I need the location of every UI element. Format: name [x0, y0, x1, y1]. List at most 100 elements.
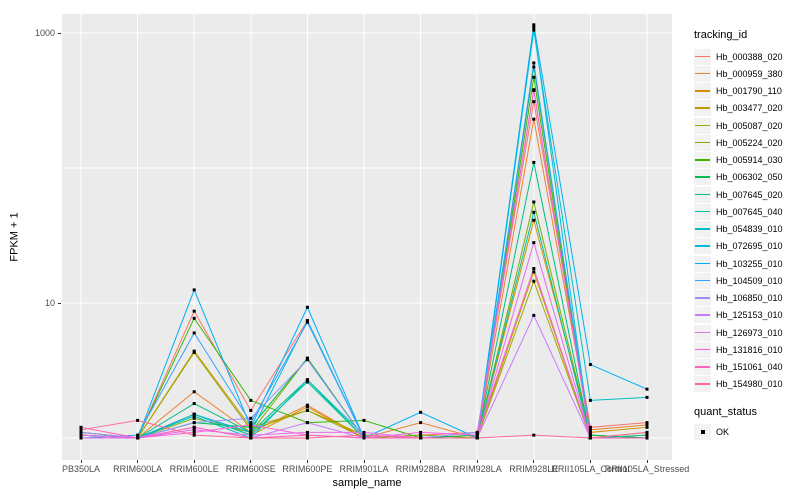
color-line-icon: [695, 55, 710, 58]
data-point: [249, 425, 253, 429]
x-tick-label: RRIM600PE: [282, 464, 333, 474]
data-point: [305, 320, 309, 324]
color-line-icon: [695, 176, 710, 178]
data-point: [475, 436, 479, 440]
data-point: [532, 75, 536, 79]
y-axis-title: FPKM + 1: [9, 212, 21, 262]
x-tick-mark: [533, 460, 535, 463]
data-point: [532, 61, 536, 65]
legend-item-Hb_072695_010: Hb_072695_010: [694, 238, 798, 255]
data-point: [588, 398, 592, 402]
legend-item-Hb_054839_010: Hb_054839_010: [694, 221, 798, 238]
line-color-key: [694, 324, 711, 341]
legend-item-ok: OK: [694, 423, 798, 440]
data-point: [305, 403, 309, 407]
line-color-key: [694, 48, 711, 65]
x-tick-mark: [306, 460, 308, 463]
legend-item-label: Hb_000388_020: [716, 51, 783, 62]
y-tick-label: 10: [44, 297, 55, 308]
legend-items: Hb_000388_020 Hb_000959_380 Hb_001790_110 H…: [694, 48, 798, 393]
data-point: [305, 358, 309, 362]
data-point: [475, 433, 479, 437]
line-color-key: [694, 186, 711, 203]
data-point: [192, 425, 196, 429]
data-point: [305, 378, 309, 382]
data-point: [362, 418, 366, 422]
data-point: [532, 25, 536, 29]
data-point: [645, 433, 649, 437]
legend-item-Hb_103255_010: Hb_103255_010: [694, 255, 798, 272]
data-point: [249, 428, 253, 432]
line-color-key: [694, 169, 711, 186]
line-color-key: [694, 376, 711, 393]
color-line-icon: [695, 366, 710, 368]
x-tick-mark: [137, 460, 139, 463]
data-point: [645, 423, 649, 427]
y-tick-label: 1000: [34, 27, 55, 38]
data-point: [532, 88, 536, 92]
data-point: [249, 398, 253, 402]
x-tick-mark: [589, 460, 591, 463]
legend-item-label: Hb_072695_010: [716, 241, 783, 252]
legend-item-Hb_106850_010: Hb_106850_010: [694, 290, 798, 307]
data-point: [305, 356, 309, 360]
data-point: [362, 436, 366, 440]
data-point: [645, 421, 649, 425]
color-line-icon: [695, 124, 710, 127]
data-point: [249, 436, 253, 440]
data-point: [588, 425, 592, 429]
quant-status-legend-title: quant_status: [694, 406, 757, 418]
data-point: [588, 363, 592, 367]
line-color-key: [694, 290, 711, 307]
legend-item-Hb_005224_020: Hb_005224_020: [694, 134, 798, 151]
data-point: [305, 380, 309, 384]
line-color-key: [694, 134, 711, 151]
ok-point-key: [694, 423, 711, 440]
data-point: [305, 305, 309, 309]
color-line-icon: [695, 107, 710, 109]
color-line-icon: [695, 348, 710, 351]
data-point: [249, 408, 253, 412]
legend-item-label: Hb_000959_380: [716, 68, 783, 79]
data-point: [136, 433, 140, 437]
data-point: [532, 28, 536, 32]
x-tick-label: RRIM928BA: [395, 464, 446, 474]
legend-item-label: Hb_005224_020: [716, 137, 783, 148]
x-tick-label: RRIM600SE: [225, 464, 276, 474]
legend-item-label: Hb_125153_010: [716, 310, 783, 321]
color-line-icon: [695, 383, 710, 385]
legend-item-label: Hb_104509_010: [716, 275, 783, 286]
data-point: [362, 433, 366, 437]
x-tick-mark: [476, 460, 478, 463]
data-point: [419, 430, 423, 434]
line-color-key: [694, 100, 711, 117]
line-color-key: [694, 203, 711, 220]
data-point: [192, 428, 196, 432]
data-point: [192, 412, 196, 416]
legend-item-Hb_005087_020: Hb_005087_020: [694, 117, 798, 134]
data-point: [305, 408, 309, 412]
legend-item-label: Hb_005914_030: [716, 155, 783, 166]
data-point: [645, 436, 649, 440]
plot-canvas: [62, 14, 672, 460]
line-color-key: [694, 238, 711, 255]
legend-item-label: Hb_003477_020: [716, 103, 783, 114]
data-point: [192, 331, 196, 335]
line-color-key: [694, 359, 711, 376]
data-point: [645, 387, 649, 391]
data-point: [249, 421, 253, 425]
data-point: [645, 430, 649, 434]
color-line-icon: [695, 314, 710, 316]
legend-item-label: Hb_006302_050: [716, 172, 783, 183]
data-point: [192, 433, 196, 437]
legend-item-Hb_003477_020: Hb_003477_020: [694, 100, 798, 117]
line-color-key: [694, 221, 711, 238]
line-color-key: [694, 255, 711, 272]
data-point: [419, 421, 423, 425]
legend-item-label: Hb_151061_040: [716, 362, 783, 373]
x-tick-label: RRII105LA_Control: [551, 464, 630, 474]
data-point: [645, 395, 649, 399]
data-point: [136, 436, 140, 440]
legend-item-Hb_000388_020: Hb_000388_020: [694, 48, 798, 65]
